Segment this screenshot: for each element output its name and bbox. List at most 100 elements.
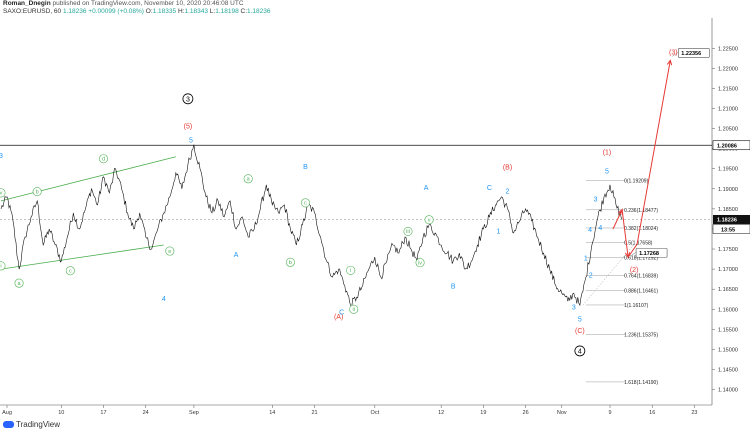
price-tick-label: 1.21500 xyxy=(718,86,738,92)
fib-level-label: 0.5(1.17658) xyxy=(624,241,653,247)
wave-label: (5) xyxy=(184,124,193,131)
fib-level-label: 0.886(1.16461) xyxy=(624,289,658,295)
time-tick-label: 9 xyxy=(608,410,611,416)
wave-label: 4 xyxy=(588,227,592,234)
subwave-label: c xyxy=(69,269,72,275)
subwave-circle xyxy=(0,261,6,271)
wave-label: (B) xyxy=(503,165,512,172)
wave-label: 4 xyxy=(162,296,166,303)
price-tick-label: 1.22500 xyxy=(718,46,738,52)
price-change: +0.00099 (+0.08%) xyxy=(88,8,144,15)
wave-label: 4 xyxy=(598,225,602,232)
subwave-circle xyxy=(346,265,356,275)
price-callout-box xyxy=(677,48,710,58)
time-tick-label: Oct xyxy=(371,410,380,416)
price-tick-label: 1.21000 xyxy=(718,107,738,113)
symbol-label: SAXO:EURUSD, 60 xyxy=(3,8,62,15)
subwave-label: a xyxy=(247,177,251,183)
time-tick-label: 23 xyxy=(691,410,697,416)
price-tick-label: 1.17000 xyxy=(718,267,738,273)
level-tag xyxy=(712,140,750,151)
wave-degree-circle xyxy=(182,93,194,105)
wave-label: 2 xyxy=(589,273,593,280)
tradingview-logo[interactable]: TradingView xyxy=(3,420,60,429)
wave-label: 3 xyxy=(572,305,576,312)
time-tick-label: 12 xyxy=(438,410,444,416)
subwave-circle xyxy=(349,304,359,314)
wave-label: (A) xyxy=(334,314,343,321)
fib-level-label: 0.764(1.16839) xyxy=(624,274,658,280)
wave-degree-circle xyxy=(574,345,586,357)
wave-label: 5 xyxy=(578,317,582,324)
time-axis: Aug 10 17 24 Sep 14 21 Oct 12 19 26 Nov 9 16 23 xyxy=(2,405,697,416)
wave-label: 1 xyxy=(584,256,588,263)
close-value: 1.18236 xyxy=(247,8,271,15)
subwave-label: d xyxy=(102,157,105,163)
subwave-label: iii xyxy=(406,229,410,235)
high-value: 1.18343 xyxy=(184,8,208,15)
open-label: O: xyxy=(145,8,153,15)
price-tick-label: 1.16500 xyxy=(718,287,738,293)
open-value: 1.18335 xyxy=(152,8,177,15)
subwave-circle xyxy=(403,226,413,236)
price-tick-label: 1.15000 xyxy=(718,347,738,353)
current-price-label: 1.18236 xyxy=(717,218,737,224)
price-callout-label: 1.22356 xyxy=(681,51,701,57)
time-tick-label: 10 xyxy=(58,410,64,416)
wave-label: C xyxy=(487,185,492,192)
countdown-tag xyxy=(712,224,750,234)
wave-label: (3) xyxy=(669,49,678,56)
fib-level-label: 0(1.19209) xyxy=(624,178,649,184)
wave-label: (2) xyxy=(630,267,639,274)
fib-level-label: 0.618(1.17292) xyxy=(624,255,658,261)
price-tick-label: 1.18500 xyxy=(718,207,738,213)
author-name[interactable]: Roman_Dnegin xyxy=(3,0,51,7)
subwave-circle xyxy=(424,215,434,225)
tradingview-brand: TradingView xyxy=(16,420,61,429)
published-text: published on TradingView.com, November 1… xyxy=(52,0,244,7)
price-tick-label: 1.17500 xyxy=(718,247,738,253)
price-tick-label: 1.14000 xyxy=(718,388,738,394)
tradingview-logo-icon xyxy=(3,421,14,429)
wave-label: 4 xyxy=(578,348,582,355)
subwave-circle xyxy=(415,258,425,268)
projection-arrowhead xyxy=(624,252,631,259)
subwave-label: i xyxy=(0,264,1,270)
wave-label: 1 xyxy=(496,228,500,235)
price-tick-label: 1.22000 xyxy=(718,66,738,72)
time-tick-label: 17 xyxy=(100,410,106,416)
subwave-label: v xyxy=(0,191,3,197)
subwave-circle xyxy=(0,188,6,198)
projection-arrowhead xyxy=(666,59,673,66)
wave-label: 3 xyxy=(186,96,190,103)
wave-label: 2 xyxy=(506,189,510,196)
wave-label: 3 xyxy=(0,153,3,160)
fib-trendline xyxy=(582,244,635,306)
price-axis: 1.22500 1.22000 1.21500 1.21000 1.20500 1.200… xyxy=(712,46,738,394)
subwave-label: v xyxy=(428,218,431,224)
wave-label: A xyxy=(424,185,429,192)
subwave-label: b xyxy=(36,189,39,195)
wave-label: C xyxy=(339,309,344,316)
wave-label: (1) xyxy=(603,150,612,157)
wave-label: 5 xyxy=(605,169,609,176)
price-callout-label: 1.17268 xyxy=(639,251,659,257)
fib-level-label: 1.236(1.15375) xyxy=(624,332,658,338)
price-tick-label: 1.16000 xyxy=(718,307,738,313)
low-label: L: xyxy=(209,8,216,15)
trend-channel-line xyxy=(0,156,176,202)
price-tick-label: 1.15500 xyxy=(718,327,738,333)
callout-leader xyxy=(629,252,637,257)
countdown-label: 13:55 xyxy=(721,227,735,233)
subwave-circle xyxy=(65,266,75,276)
subwave-circle xyxy=(300,198,310,208)
ohlc-line: SAXO:EURUSD, 60 1.18236 +0.00099 (+0.08%… xyxy=(3,8,271,15)
time-tick-label: 21 xyxy=(311,410,317,416)
fib-level-label: 0.236(1.18477) xyxy=(624,208,658,214)
subwave-label: ii xyxy=(352,307,354,313)
price-tick-label: 1.20500 xyxy=(718,127,738,133)
time-tick-label: 24 xyxy=(143,410,149,416)
subwave-label: i xyxy=(350,268,351,274)
subwave-label: c xyxy=(304,201,307,207)
